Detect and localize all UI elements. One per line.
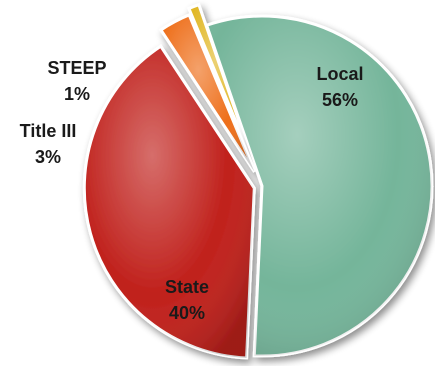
slice-percent-state: 40% (169, 303, 205, 323)
slice-label-steep: STEEP (47, 58, 106, 78)
slice-percent-steep: 1% (64, 84, 90, 104)
slice-percent-title-iii: 3% (35, 147, 61, 167)
slice-percent-local: 56% (322, 90, 358, 110)
slice-label-local: Local (316, 64, 363, 84)
slice-label-state: State (165, 277, 209, 297)
slice-label-title-iii: Title III (20, 121, 77, 141)
